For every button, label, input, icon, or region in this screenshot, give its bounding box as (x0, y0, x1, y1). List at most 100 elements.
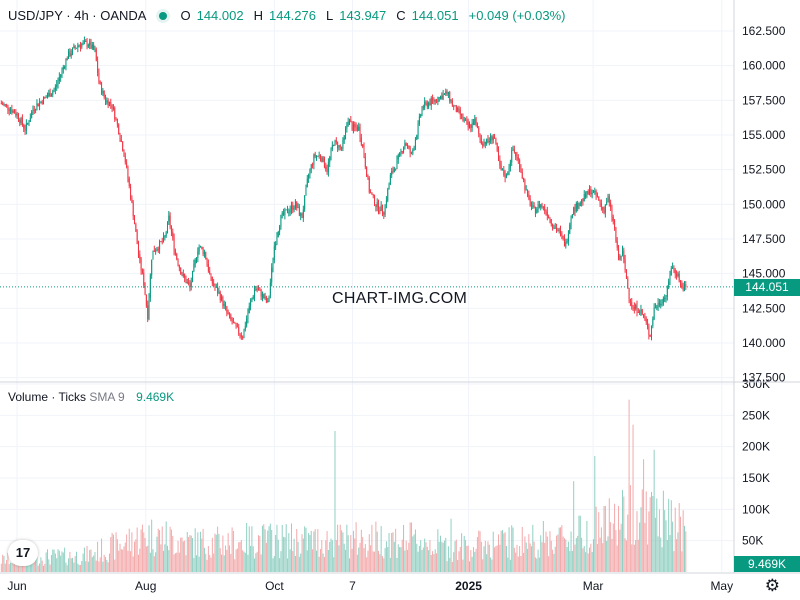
volume-bar (521, 526, 523, 572)
candle-body (657, 302, 659, 307)
candle-body (177, 259, 179, 266)
symbol-title[interactable]: USD/JPY · 4h · OANDA (8, 8, 147, 23)
candle-body (625, 270, 627, 279)
candle-body (567, 233, 569, 242)
volume-title[interactable]: Volume · Ticks (8, 390, 87, 404)
volume-bar (57, 549, 59, 572)
candle-body (31, 112, 33, 119)
volume-bar (603, 505, 605, 572)
volume-bar (277, 539, 279, 572)
volume-bar (405, 540, 407, 572)
volume-bar (46, 549, 48, 572)
candle-body (595, 191, 597, 196)
volume-bar (639, 522, 641, 572)
candle-body (226, 306, 228, 313)
candle-body (132, 202, 134, 217)
candle-body (225, 304, 227, 307)
volume-bar (633, 544, 635, 572)
candle-body (62, 67, 64, 70)
candle-body (397, 155, 399, 160)
volume-bar (569, 551, 571, 572)
candle-body (163, 236, 165, 242)
candle-body (631, 302, 633, 306)
volume-bar (7, 552, 9, 572)
candle-body (450, 100, 452, 102)
candle-body (190, 281, 192, 287)
candle-body (172, 232, 174, 238)
volume-bar (255, 553, 257, 572)
volume-bar (515, 552, 517, 572)
volume-bar (350, 535, 352, 572)
candle-body (455, 105, 457, 113)
candle-body (218, 292, 220, 294)
candle-body (520, 168, 522, 173)
volume-bar (243, 551, 245, 572)
volume-bar (496, 545, 498, 572)
volume-bar (623, 496, 625, 572)
high-value: 144.276 (268, 8, 316, 23)
gear-icon[interactable]: ⚙ (764, 576, 780, 595)
candle-body (449, 91, 451, 102)
candle-body (271, 267, 273, 283)
volume-bar (629, 485, 631, 572)
volume-bar (308, 533, 310, 572)
volume-bar (242, 550, 244, 572)
candle-body (516, 156, 518, 158)
volume-bar (367, 550, 369, 572)
volume-bar (378, 550, 380, 572)
volume-bar (68, 558, 70, 572)
volume-bar (152, 549, 154, 572)
candle-body (600, 203, 602, 208)
candle-body (87, 45, 89, 47)
volume-bar (578, 515, 580, 572)
candle-body (114, 107, 116, 119)
candle-body (8, 109, 10, 111)
candle-body (410, 153, 412, 155)
candle-body (430, 98, 432, 106)
candle-body (93, 44, 95, 50)
candle-body (496, 142, 498, 151)
candle-body (624, 259, 626, 271)
volume-bar (115, 532, 117, 572)
candle-body (331, 145, 333, 149)
candle-body (355, 126, 357, 128)
candle-body (376, 201, 378, 207)
candle-body (592, 191, 594, 193)
volume-bar (396, 557, 398, 572)
volume-bar (404, 550, 406, 572)
volume-bar (476, 536, 478, 572)
volume-bar (193, 557, 195, 572)
volume-bar (486, 554, 488, 572)
volume-bar (505, 546, 507, 572)
volume-bar (359, 542, 361, 572)
candle-body (352, 124, 354, 131)
volume-bar (126, 534, 128, 572)
candle-body (202, 248, 204, 255)
volume-bar (156, 536, 158, 572)
candle-body (439, 95, 441, 98)
candle-body (238, 326, 240, 334)
volume-bar (582, 548, 584, 572)
volume-bar (273, 556, 275, 572)
candle-body (672, 267, 674, 269)
volume-bar (0, 563, 2, 572)
volume-bar (441, 541, 443, 572)
low-label: L (325, 8, 334, 23)
volume-bar (381, 556, 383, 572)
candle-body (140, 258, 142, 271)
candle-body (248, 305, 250, 314)
candle-body (16, 113, 18, 116)
volume-bar (184, 540, 186, 572)
candle-body (453, 105, 455, 107)
candle-body (590, 189, 592, 195)
candle-body (28, 121, 30, 123)
volume-bar (552, 549, 554, 572)
candle-body (283, 212, 285, 215)
candle-body (70, 53, 72, 56)
volume-bar (530, 546, 532, 572)
candle-body (385, 200, 387, 205)
tradingview-logo-icon[interactable]: 17 (8, 540, 38, 566)
candle-body (147, 305, 149, 320)
volume-bar (434, 549, 436, 572)
